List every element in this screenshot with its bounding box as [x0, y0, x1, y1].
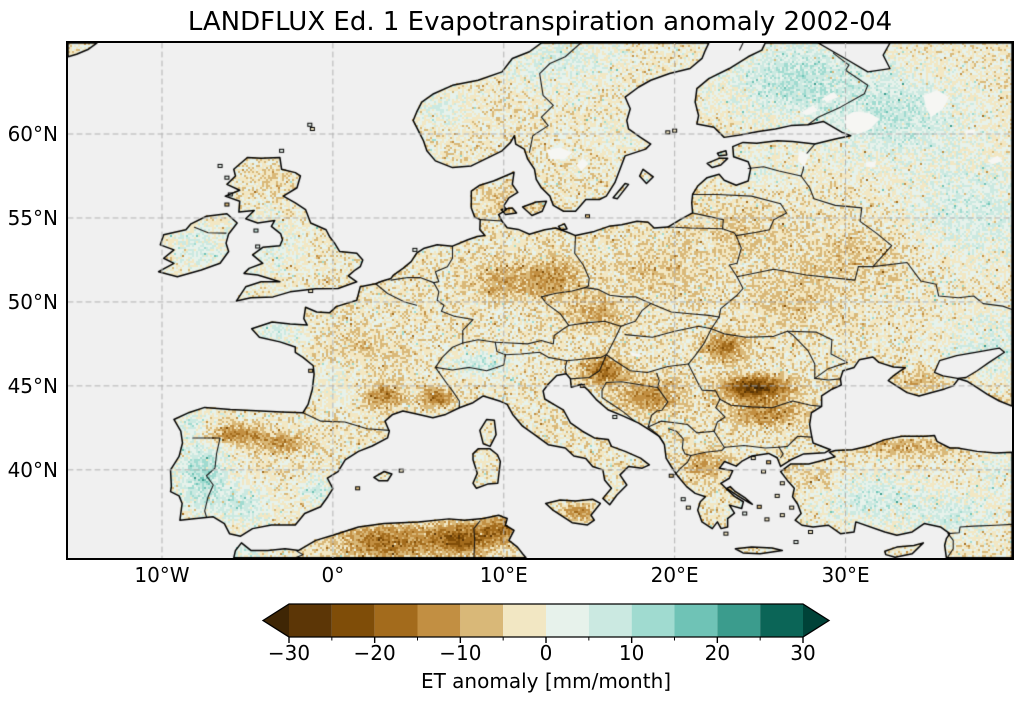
- x-tick-label: 20°E: [650, 563, 699, 587]
- colorbar-segment: [289, 604, 332, 637]
- x-tick-label: 30°E: [821, 563, 870, 587]
- y-tick-label: 55°N: [7, 205, 58, 230]
- colorbar-tick-label: 20: [704, 641, 731, 665]
- y-tick-label: 40°N: [7, 457, 58, 482]
- colorbar-segment: [503, 604, 546, 637]
- figure-title: LANDFLUX Ed. 1 Evapotranspiration anomal…: [187, 7, 893, 37]
- colorbar-segment: [717, 604, 761, 637]
- colorbar-tick-label: −10: [439, 641, 482, 665]
- colorbar-tick-label: 30: [790, 641, 816, 665]
- colorbar-tick-label: 0: [539, 641, 553, 665]
- europe-et-anomaly-map: [68, 43, 1012, 558]
- colorbar-segment: [760, 604, 803, 637]
- colorbar-under-arrow: [263, 604, 289, 637]
- colorbar-label: ET anomaly [mm/month]: [420, 669, 672, 693]
- colorbar: [261, 603, 831, 643]
- map-frame: [66, 41, 1014, 560]
- colorbar-segment: [546, 604, 589, 637]
- colorbar-segment: [588, 604, 632, 637]
- colorbar-tick-label: −30: [267, 641, 311, 665]
- colorbar-segment: [374, 604, 418, 637]
- y-tick-label: 45°N: [7, 373, 58, 398]
- y-tick-label: 60°N: [7, 122, 58, 146]
- x-tick-label: 10°E: [479, 563, 528, 587]
- colorbar-over-arrow: [803, 604, 829, 637]
- colorbar-segment: [460, 604, 504, 637]
- colorbar-segment: [674, 604, 718, 637]
- x-tick-label: 10°W: [134, 563, 190, 587]
- colorbar-segment: [631, 604, 675, 637]
- colorbar-segment: [417, 604, 461, 637]
- colorbar-segment: [331, 604, 375, 637]
- x-tick-label: 0°: [321, 563, 345, 587]
- y-tick-label: 50°N: [7, 289, 58, 314]
- colorbar-tick-label: 10: [618, 641, 645, 665]
- colorbar-tick-label: −20: [353, 641, 396, 665]
